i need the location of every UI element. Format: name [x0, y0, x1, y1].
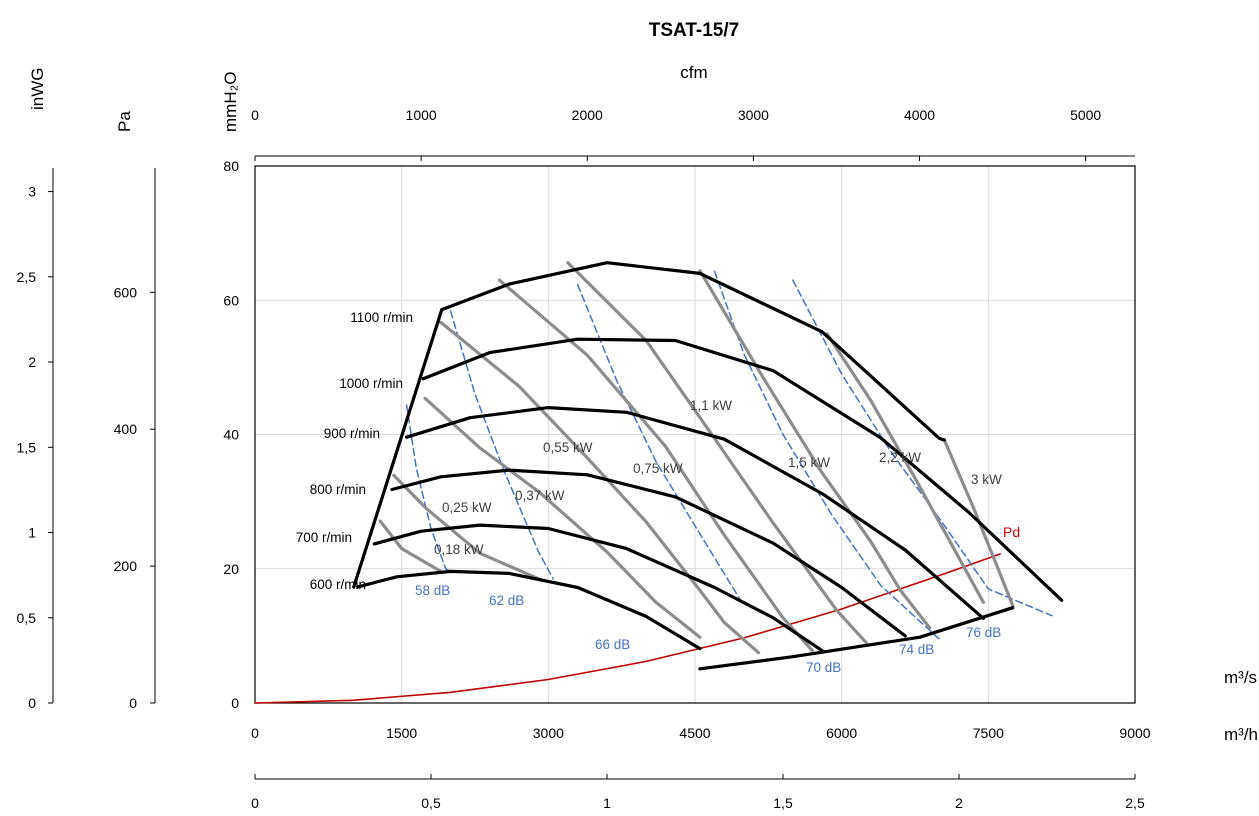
y-pa-tick-label: 600: [114, 284, 138, 300]
x-tick-label: 3000: [533, 725, 564, 741]
envelope-left-edge: [352, 308, 444, 589]
y-tick-label: 80: [223, 158, 239, 174]
sound-label: 58 dB: [415, 583, 450, 598]
curve-labels: 600 r/min 700 r/min 800 r/min 900 r/min 1000…: [296, 310, 1020, 675]
power-label: 2,2 kW: [879, 450, 921, 465]
x2-tick-label: 0,5: [421, 795, 441, 811]
sound-line: [792, 279, 1053, 617]
x-tick-label: 6000: [826, 725, 857, 741]
power-label: 1,5 kW: [788, 455, 830, 470]
speed-curve: [372, 523, 824, 653]
speed-curve: [421, 337, 1064, 602]
x-tick-label: 7500: [973, 725, 1004, 741]
rpm-label: 700 r/min: [296, 530, 352, 545]
y-inwg-axis-unit: inWG: [28, 68, 47, 111]
pd-label: Pd: [1003, 524, 1020, 540]
power-line: [698, 269, 932, 630]
sound-label: 70 dB: [806, 660, 841, 675]
gridlines: [255, 166, 1135, 703]
y-inwg-tick-label: 0,5: [17, 610, 37, 626]
sound-line: [713, 270, 941, 640]
power-label: 1,1 kW: [690, 398, 732, 413]
power-line: [378, 519, 443, 573]
power-line: [566, 261, 868, 645]
y-pa-axis-unit: Pa: [115, 111, 134, 132]
x-tick-label: 9000: [1119, 725, 1150, 741]
x-top-tick-label: 3000: [738, 107, 769, 123]
y-tick-label: 40: [223, 427, 239, 443]
x2-axis-unit: m³/s: [1224, 668, 1257, 687]
power-line: [825, 332, 985, 604]
y-tick-label: 60: [223, 292, 239, 308]
y-inwg-tick-label: 2: [28, 354, 36, 370]
speed-curve: [356, 569, 702, 651]
power-line: [439, 320, 761, 655]
y-pa-tick-label: 0: [129, 695, 137, 711]
y-tick-label: 20: [223, 561, 239, 577]
y-inwg-tick-label: 1: [28, 525, 36, 541]
power-line: [423, 396, 702, 639]
power-line: [392, 473, 541, 581]
x2-tick-label: 2,5: [1125, 795, 1145, 811]
chart-title: TSAT-15/7: [649, 20, 739, 41]
y-tick-label: 0: [231, 695, 239, 711]
x2-tick-label: 1,5: [773, 795, 793, 811]
power-label: 0,37 kW: [515, 488, 565, 503]
sound-label: 66 dB: [595, 637, 630, 652]
rpm-label: 1100 r/min: [350, 310, 413, 325]
y-pa-tick-label: 400: [114, 421, 138, 437]
power-label: 0,18 kW: [434, 542, 484, 557]
x-tick-label: 1500: [386, 725, 417, 741]
x-tick-label: 0: [251, 725, 259, 741]
y-inwg-tick-label: 1,5: [17, 439, 37, 455]
power-label: 0,75 kW: [633, 461, 683, 476]
axes: [48, 155, 1136, 780]
x-top-tick-label: 0: [251, 107, 259, 123]
y-inwg-tick-label: 2,5: [17, 269, 37, 285]
rpm-label: 800 r/min: [310, 482, 366, 497]
x-top-tick-label: 5000: [1070, 107, 1101, 123]
power-label: 3 kW: [971, 472, 1002, 487]
speed-curve: [405, 406, 985, 620]
x-top-tick-label: 1000: [406, 107, 437, 123]
sound-line: [405, 404, 452, 573]
x2-tick-label: 1: [603, 795, 611, 811]
sound-label: 62 dB: [489, 593, 524, 608]
x-top-tick-label: 4000: [904, 107, 935, 123]
power-line: [497, 278, 814, 653]
y-inwg-tick-label: 0: [28, 695, 36, 711]
x-top-axis-unit: cfm: [680, 63, 707, 82]
power-label: 0,55 kW: [543, 440, 593, 455]
sound-label: 74 dB: [899, 642, 934, 657]
plot-frame: [254, 165, 1136, 704]
x2-tick-label: 0: [251, 795, 259, 811]
x-top-tick-label: 2000: [572, 107, 603, 123]
speed-curve: [390, 468, 907, 638]
power-label: 0,25 kW: [442, 500, 492, 515]
speed-curve: [440, 261, 946, 442]
envelope-bottom-edge: [698, 606, 1015, 671]
y-inwg-tick-label: 3: [28, 184, 36, 200]
rpm-label: 600 r/min: [310, 577, 366, 592]
sound-line: [576, 284, 745, 607]
pd-system-curve: [254, 553, 1001, 704]
rpm-label: 900 r/min: [324, 426, 380, 441]
y-axis-unit: mmH₂O: [221, 72, 240, 132]
y-pa-tick-label: 200: [114, 558, 138, 574]
x-axis-unit: m³/h: [1224, 725, 1258, 744]
power-line: [942, 438, 1015, 608]
x-tick-label: 4500: [679, 725, 710, 741]
sound-label: 76 dB: [966, 625, 1001, 640]
series-lines: [254, 261, 1064, 704]
rpm-label: 1000 r/min: [339, 376, 403, 391]
x2-tick-label: 2: [955, 795, 963, 811]
